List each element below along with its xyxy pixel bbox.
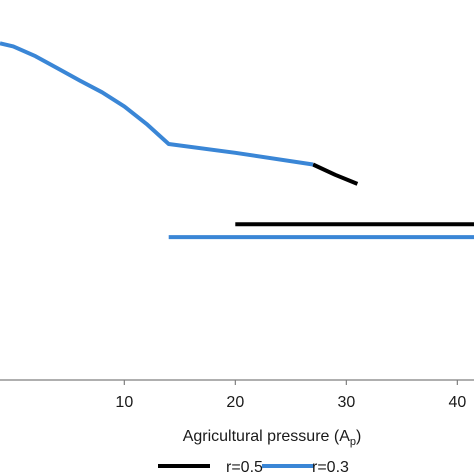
x-tick-label: 30	[337, 394, 355, 411]
legend-label: r=0.3	[312, 459, 349, 474]
x-axis-title-subscript: p	[350, 436, 356, 448]
x-axis-title-main: Agricultural pressure (A	[183, 428, 351, 445]
series-line-r-0-5-segment-1	[312, 162, 359, 186]
x-tick-label: 20	[226, 394, 244, 411]
x-axis-title-suffix: )	[356, 428, 361, 445]
legend-label: r=0.5	[226, 459, 263, 474]
series-line-r-0-3-segment-1	[0, 41, 314, 167]
x-tick-label: 40	[448, 394, 466, 411]
series-layer	[0, 41, 474, 240]
x-axis-title: Agricultural pressure (Ap)	[183, 428, 362, 448]
legend: r=0.5 r=0.3	[158, 459, 349, 474]
x-tick-layer: 10 20 30 40	[115, 380, 466, 411]
x-tick-label: 10	[115, 394, 133, 411]
